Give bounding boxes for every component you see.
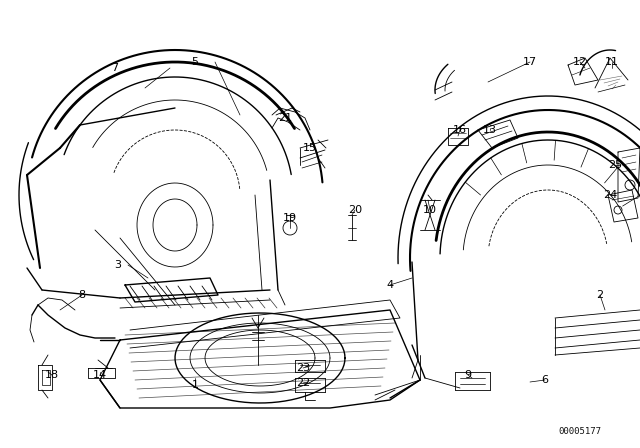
Text: 17: 17	[523, 57, 537, 67]
Text: 1: 1	[191, 380, 198, 390]
Text: 10: 10	[423, 205, 437, 215]
Text: 11: 11	[605, 57, 619, 67]
Text: 4: 4	[387, 280, 394, 290]
Text: 15: 15	[303, 143, 317, 153]
Text: 16: 16	[453, 125, 467, 135]
Text: 00005177: 00005177	[559, 427, 602, 436]
Text: 8: 8	[79, 290, 86, 300]
Text: 24: 24	[603, 190, 617, 200]
Text: 12: 12	[573, 57, 587, 67]
Text: 9: 9	[465, 370, 472, 380]
Text: 14: 14	[93, 370, 107, 380]
Text: 21: 21	[278, 113, 292, 123]
Text: 25: 25	[608, 160, 622, 170]
Text: 19: 19	[283, 213, 297, 223]
Text: 3: 3	[115, 260, 122, 270]
Text: 7: 7	[111, 63, 118, 73]
Text: 6: 6	[541, 375, 548, 385]
Text: 22: 22	[296, 378, 310, 388]
Text: 20: 20	[348, 205, 362, 215]
Text: 18: 18	[45, 370, 59, 380]
Text: 23: 23	[296, 363, 310, 373]
Text: 13: 13	[483, 125, 497, 135]
Text: 5: 5	[191, 57, 198, 67]
Text: 2: 2	[596, 290, 604, 300]
